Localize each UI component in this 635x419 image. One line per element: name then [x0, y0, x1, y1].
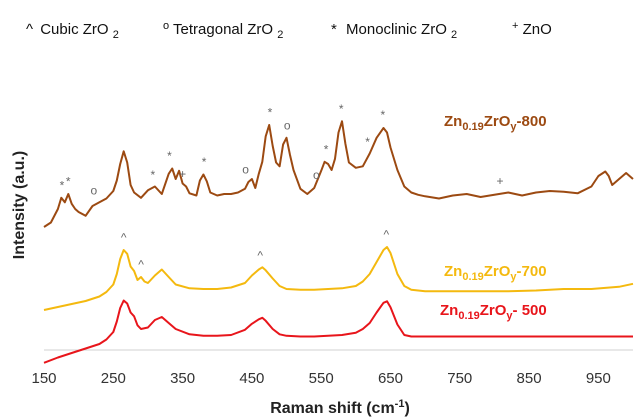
- legend-entry-tetragonal: o Tetragonal ZrO 2: [163, 16, 283, 41]
- legend-sub-monoclinic: 2: [451, 29, 457, 41]
- series-label-800-sub1: 0.19: [462, 121, 483, 133]
- series-label-500-end: - 500: [513, 302, 547, 319]
- peak-annotation: *: [381, 108, 386, 122]
- legend-entry-zno: + ZnO: [512, 16, 552, 38]
- plot-area: 150 250 350 450 550 650 750 850 950 * *o**+*o*oo*…: [31, 102, 634, 387]
- peak-annotation: o: [91, 184, 98, 198]
- series-label-700-main: Zn: [444, 263, 462, 280]
- series-lines: [43, 120, 634, 364]
- peak-annotation: *: [66, 175, 71, 189]
- legend-text-monoclinic: Monoclinic ZrO: [346, 21, 447, 38]
- x-axis-title-sup: -1: [395, 398, 405, 410]
- legend-text-cubic: Cubic ZrO: [40, 21, 108, 38]
- peak-annotation: *: [60, 178, 65, 192]
- series-line-2: [43, 299, 633, 364]
- peak-annotation: *: [365, 135, 370, 149]
- legend-entry-monoclinic: * Monoclinic ZrO 2: [331, 21, 457, 41]
- x-tick-label: 550: [309, 370, 334, 387]
- legend-entry-cubic: ^ Cubic ZrO 2: [26, 21, 119, 41]
- series-label-700: Zn0.19ZrOy-700: [444, 263, 547, 283]
- peak-annotation: *: [150, 168, 155, 182]
- peak-annotation: *: [324, 142, 329, 156]
- x-tick-label: 250: [101, 370, 126, 387]
- legend-text-zno: ZnO: [523, 21, 552, 38]
- x-tick-label: 450: [239, 370, 264, 387]
- series-label-800-sub2: y: [510, 121, 517, 133]
- series-label-500-main: Zn: [440, 302, 458, 319]
- peak-annotation: *: [268, 106, 273, 120]
- peak-annotation: o: [313, 168, 320, 182]
- x-axis-title-close: ): [404, 400, 409, 417]
- peak-annotation: *: [202, 155, 207, 169]
- x-tick-labels: 150 250 350 450 550 650 750 850 950: [31, 370, 610, 387]
- peak-annotation: *: [167, 149, 172, 163]
- series-line-1: [43, 246, 634, 311]
- legend-symbol-monoclinic: *: [331, 21, 337, 38]
- series-label-700-mid: ZrO: [484, 263, 511, 280]
- peak-annotation: +: [179, 167, 186, 181]
- peak-annotation: +: [496, 174, 503, 188]
- x-tick-label: 350: [170, 370, 195, 387]
- x-tick-label: 750: [447, 370, 472, 387]
- legend-sub-tetragonal: 2: [277, 29, 283, 41]
- x-tick-label: 950: [586, 370, 611, 387]
- series-label-800: Zn0.19ZrOy-800: [444, 113, 547, 133]
- x-tick-label: 150: [31, 370, 56, 387]
- series-label-700-sub1: 0.19: [462, 271, 483, 283]
- peak-annotation: o: [284, 118, 291, 132]
- legend-text-tetragonal: Tetragonal ZrO: [173, 21, 273, 38]
- x-tick-label: 850: [517, 370, 542, 387]
- series-line-0: [43, 120, 634, 228]
- series-label-800-mid: ZrO: [484, 113, 511, 130]
- legend: ^ Cubic ZrO 2 o Tetragonal ZrO 2 * Monoc…: [26, 16, 552, 41]
- x-tick-label: 650: [378, 370, 403, 387]
- y-axis-title: Intensity (a.u.): [11, 151, 28, 259]
- series-label-500-sub2: y: [506, 310, 513, 322]
- x-axis-title-main: Raman shift (cm: [270, 400, 394, 417]
- series-label-500-sub1: 0.19: [458, 310, 479, 322]
- peak-annotation: ^: [257, 249, 263, 263]
- legend-sub-cubic: 2: [113, 29, 119, 41]
- series-label-500: Zn0.19ZrOy- 500: [440, 302, 547, 322]
- series-label-800-main: Zn: [444, 113, 462, 130]
- series-label-500-mid: ZrO: [480, 302, 507, 319]
- peak-annotations: * *o**+*o*oo****+^^^^: [60, 102, 504, 272]
- legend-symbol-zno: +: [512, 20, 518, 32]
- x-axis-title: Raman shift (cm-1): [270, 398, 410, 417]
- peak-annotation: *: [339, 102, 344, 116]
- series-label-700-sub2: y: [510, 271, 517, 283]
- series-label-800-end: -800: [517, 113, 547, 130]
- peak-annotation: o: [242, 163, 249, 177]
- legend-symbol-tetragonal: o: [163, 20, 169, 32]
- peak-annotation: ^: [138, 258, 144, 272]
- peak-annotation: ^: [383, 228, 389, 242]
- peak-annotation: ^: [121, 231, 127, 245]
- series-label-700-end: -700: [517, 263, 547, 280]
- legend-symbol-cubic: ^: [26, 21, 33, 38]
